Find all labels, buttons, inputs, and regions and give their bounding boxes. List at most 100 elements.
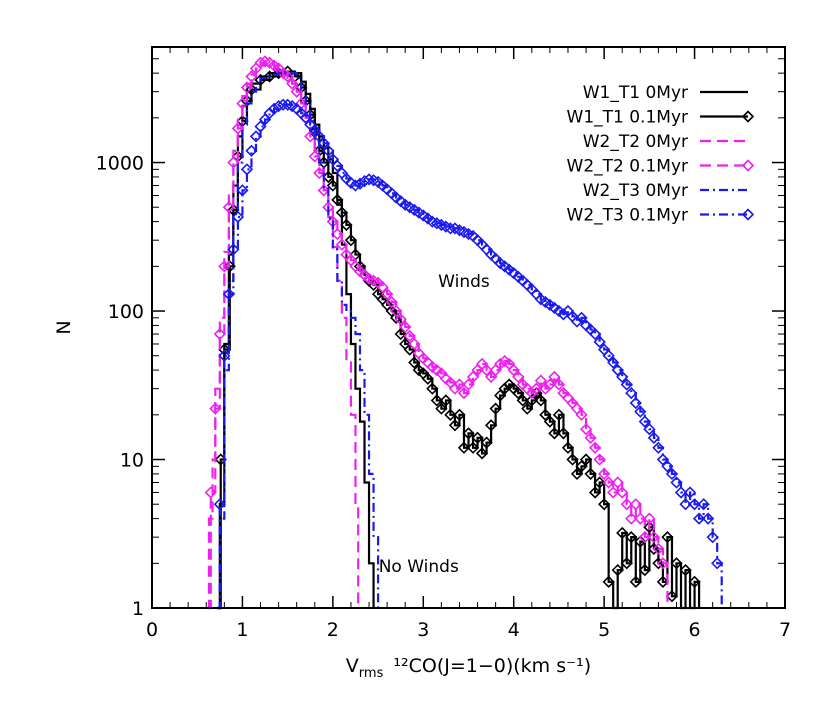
data-point <box>530 382 543 395</box>
legend-item: W1_T1 0Myr <box>583 83 748 103</box>
data-point <box>213 498 226 511</box>
data-point <box>240 81 254 94</box>
data-point <box>620 498 633 511</box>
data-point <box>638 531 651 544</box>
data-point <box>611 363 624 377</box>
data-point <box>688 575 701 588</box>
x-axis-label-rest: ¹²CO(J=1−0)(km s⁻¹) <box>393 655 591 677</box>
data-point <box>598 498 611 511</box>
x-tick-label: 5 <box>598 619 610 641</box>
data-point <box>620 378 633 391</box>
data-point <box>227 203 240 217</box>
series-4 <box>217 72 380 610</box>
data-point <box>575 408 588 421</box>
data-point <box>643 521 656 534</box>
data-point <box>286 77 299 90</box>
data-point <box>457 441 471 454</box>
data-point <box>548 427 561 440</box>
data-point <box>598 467 611 481</box>
data-point <box>683 486 697 499</box>
data-point <box>218 343 231 356</box>
legend-marker <box>741 208 755 221</box>
data-point <box>399 320 412 334</box>
data-point <box>647 531 661 544</box>
data-point <box>552 304 566 318</box>
data-point <box>358 174 371 188</box>
data-point <box>602 349 615 362</box>
data-point <box>245 83 258 96</box>
data-point <box>444 222 457 235</box>
data-point <box>656 557 670 570</box>
data-point <box>656 453 670 466</box>
data-point <box>222 201 235 214</box>
data-point <box>665 590 679 603</box>
data-point <box>340 218 353 232</box>
data-point <box>670 476 683 489</box>
data-point <box>471 431 484 444</box>
y-tick-label: 10 <box>120 450 144 472</box>
data-point <box>222 287 235 301</box>
legend-label: W1_T1 0Myr <box>583 83 688 103</box>
x-tick-label: 7 <box>779 619 791 641</box>
data-point <box>588 327 602 341</box>
data-point <box>236 97 249 110</box>
data-point <box>521 402 534 415</box>
data-point <box>331 227 344 241</box>
data-point <box>552 408 566 421</box>
data-point <box>245 144 258 157</box>
data-point <box>616 526 629 540</box>
data-point <box>408 356 421 369</box>
data-point <box>516 394 529 407</box>
data-point <box>281 70 294 83</box>
data-point <box>593 335 606 348</box>
data-point <box>362 173 376 186</box>
x-tick-label: 2 <box>327 619 339 641</box>
data-point <box>403 329 416 343</box>
data-point <box>561 441 575 454</box>
data-point <box>552 378 566 391</box>
data-point <box>557 427 570 440</box>
legend-marker <box>741 110 755 123</box>
data-point <box>326 179 339 192</box>
data-point <box>706 531 719 544</box>
data-point <box>566 453 579 466</box>
annotations: Winds No Winds <box>379 272 490 577</box>
data-point <box>588 441 602 454</box>
series-line <box>217 70 701 610</box>
data-point <box>570 315 584 328</box>
data-point <box>607 486 620 499</box>
data-point <box>543 415 557 428</box>
data-point <box>498 382 511 395</box>
data-point <box>335 206 349 219</box>
data-point <box>638 415 651 428</box>
data-point <box>652 542 665 556</box>
legend-label: W2_T2 0Myr <box>583 132 688 152</box>
data-point <box>489 402 502 415</box>
data-point <box>435 402 448 415</box>
data-point <box>634 405 647 418</box>
data-point <box>353 177 367 190</box>
data-point <box>575 460 588 473</box>
data-point <box>652 557 665 570</box>
data-point <box>430 394 443 407</box>
data-point <box>385 295 398 309</box>
data-point <box>611 476 624 489</box>
data-point <box>484 370 498 384</box>
data-point <box>625 512 638 525</box>
data-point <box>638 563 651 577</box>
data-point <box>209 402 222 415</box>
series-0 <box>217 70 375 610</box>
data-point <box>322 144 335 157</box>
data-point <box>245 70 258 83</box>
data-point <box>593 453 606 466</box>
data-point <box>670 557 683 570</box>
data-point <box>223 260 236 273</box>
legend-label: W2_T3 0.1Myr <box>567 206 688 226</box>
data-point <box>331 193 344 207</box>
data-point <box>322 170 335 184</box>
x-tick-label: 3 <box>417 619 429 641</box>
data-point <box>692 512 706 525</box>
data-point <box>480 363 493 377</box>
data-point <box>652 441 665 454</box>
